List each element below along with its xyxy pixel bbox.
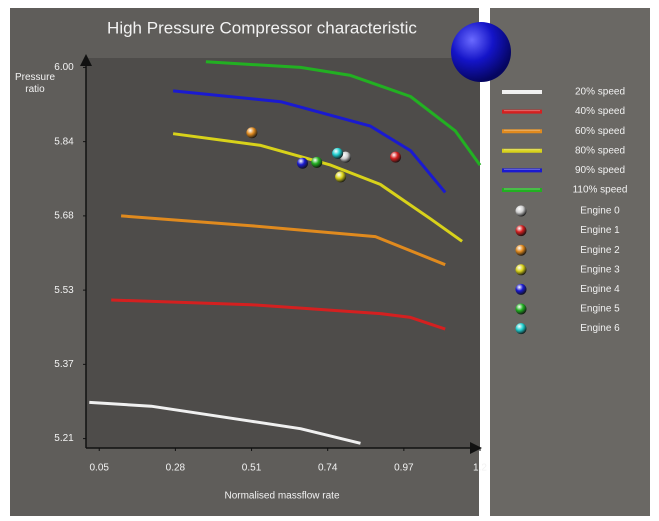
legend-panel	[490, 8, 650, 516]
speed-line	[172, 132, 463, 243]
legend-marker	[515, 323, 527, 335]
speed-line	[120, 214, 446, 267]
legend-label: Engine 6	[580, 323, 620, 334]
legend-label: Engine 0	[580, 206, 620, 217]
x-tick-label: 0.51	[242, 463, 262, 474]
legend-label: 60% speed	[575, 126, 625, 137]
y-tick-label: 5.53	[54, 285, 74, 296]
legend-label: Engine 3	[580, 264, 620, 275]
y-axis-arrow	[80, 54, 92, 66]
engine-point	[311, 156, 323, 168]
x-tick-label: 0.28	[166, 463, 186, 474]
legend-label: Engine 4	[580, 284, 620, 295]
legend-marker	[515, 303, 527, 315]
legend-label: Engine 1	[580, 225, 620, 236]
x-axis-label: Normalised massflow rate	[224, 491, 339, 502]
legend-label: Engine 2	[580, 245, 620, 256]
engine-point	[335, 171, 347, 183]
y-tick-label: 5.37	[54, 359, 74, 370]
speed-line	[111, 298, 446, 331]
y-tick-label: 5.68	[54, 211, 74, 222]
speed-line	[172, 89, 447, 194]
x-axis-arrow	[470, 442, 482, 454]
y-tick-label: 6.00	[54, 62, 74, 73]
legend-marker	[515, 264, 527, 276]
y-tick-label: 5.21	[54, 433, 74, 444]
legend-label: 20% speed	[575, 87, 625, 98]
decoration-sphere	[451, 22, 511, 82]
x-tick-label: 0.05	[90, 463, 110, 474]
y-axis-label: Pressure ratio	[14, 72, 55, 95]
legend-marker	[515, 283, 527, 295]
x-tick-label: 1.2	[473, 463, 487, 474]
x-tick-label: 0.74	[318, 463, 338, 474]
engine-point	[297, 157, 309, 169]
speed-line	[205, 60, 482, 166]
legend-marker	[515, 205, 527, 217]
legend-label: 40% speed	[575, 106, 625, 117]
legend-marker	[515, 225, 527, 237]
engine-point	[390, 151, 402, 163]
x-tick-label: 0.97	[394, 463, 414, 474]
legend-label: 80% speed	[575, 145, 625, 156]
speed-line	[89, 400, 361, 445]
legend-label: 90% speed	[575, 165, 625, 176]
legend-label: 110% speed	[573, 185, 628, 196]
legend-marker	[515, 244, 527, 256]
engine-point	[246, 127, 258, 139]
plot-area	[86, 58, 480, 448]
y-tick-label: 5.84	[54, 136, 74, 147]
engine-point	[332, 147, 344, 159]
legend-label: Engine 5	[580, 304, 620, 315]
chart-title: High Pressure Compressor characteristic	[107, 18, 417, 37]
